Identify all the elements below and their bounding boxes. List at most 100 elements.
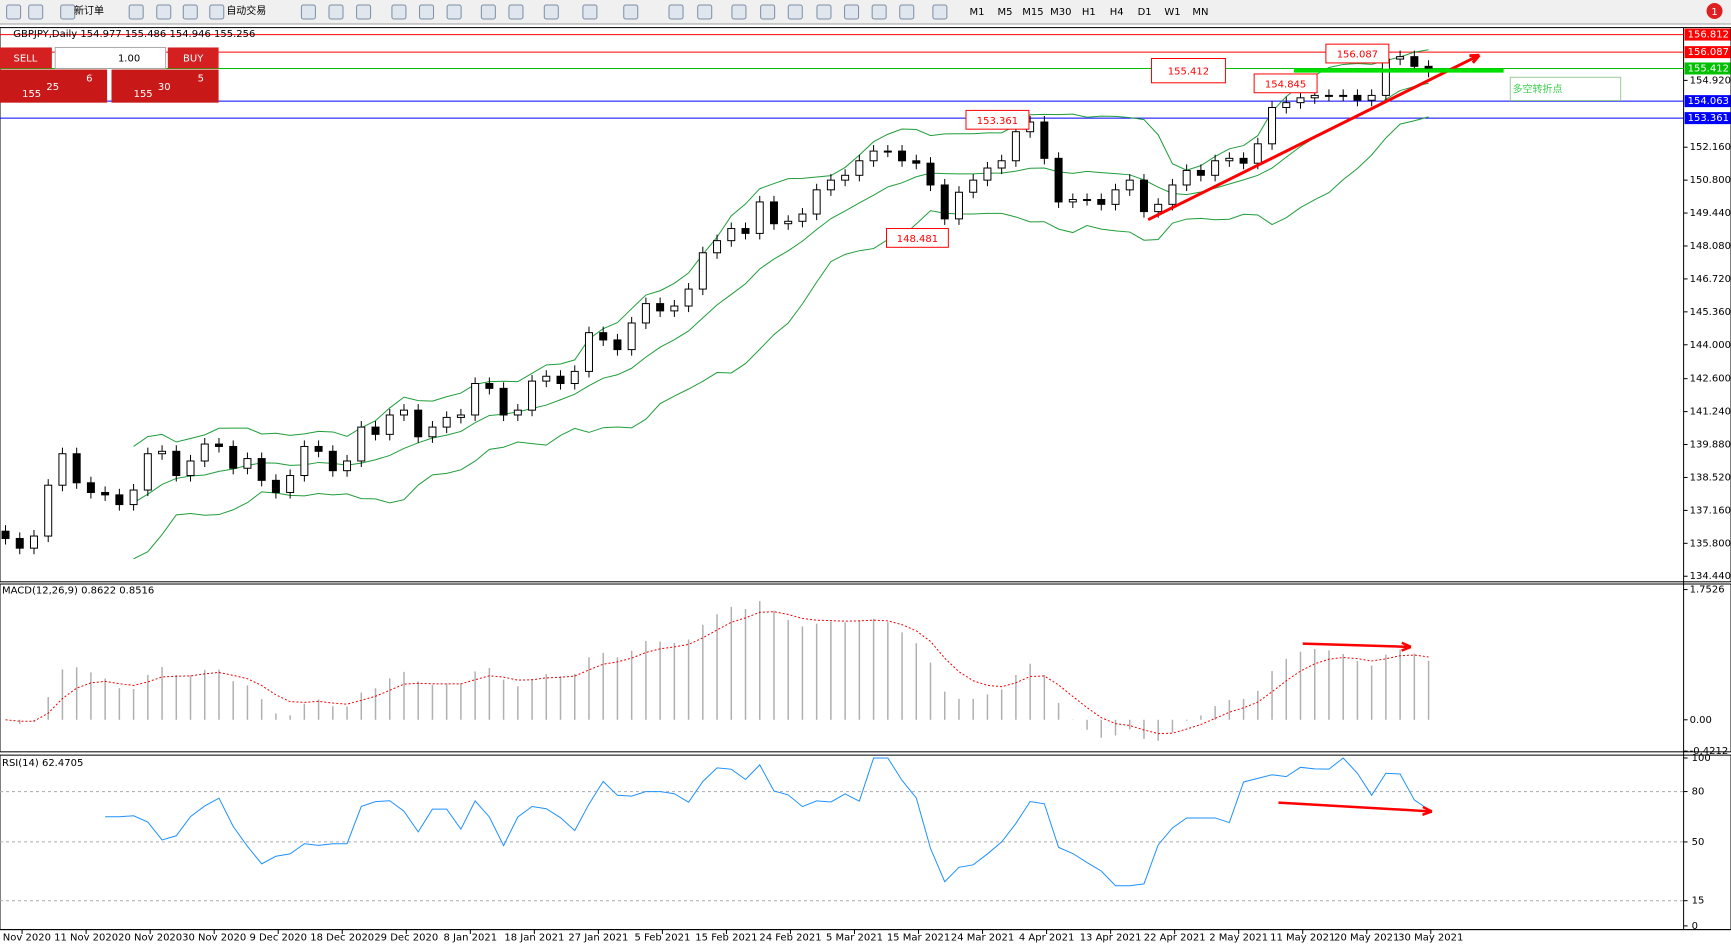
toolbar-button[interactable] bbox=[668, 4, 684, 20]
candle-body bbox=[214, 443, 223, 447]
candle-body bbox=[371, 426, 380, 435]
price-box[interactable] bbox=[0, 69, 108, 103]
buy-label[interactable]: BUY bbox=[183, 54, 204, 65]
candle-body bbox=[1111, 189, 1120, 205]
price-pip: 6 bbox=[86, 73, 92, 84]
price-line-label: 154.063 bbox=[1688, 96, 1729, 107]
timeframe-button[interactable]: M15 bbox=[1022, 7, 1043, 18]
toolbar-button[interactable] bbox=[731, 4, 747, 20]
annotation-label: 154.845 bbox=[1265, 79, 1306, 90]
candle-body bbox=[698, 252, 707, 290]
toolbar-button[interactable] bbox=[623, 4, 639, 20]
candle-body bbox=[15, 537, 24, 549]
price-line-label: 156.087 bbox=[1688, 47, 1729, 58]
sell-button[interactable] bbox=[0, 47, 52, 69]
toolbar-button[interactable] bbox=[787, 4, 803, 20]
x-tick-label: 30 Nov 2020 bbox=[182, 932, 246, 943]
candle-body bbox=[1410, 56, 1419, 67]
toolbar-button[interactable] bbox=[508, 4, 524, 20]
lots-value[interactable]: 1.00 bbox=[118, 54, 140, 65]
toolbar-button[interactable] bbox=[582, 4, 598, 20]
annotation-label: 153.361 bbox=[977, 116, 1018, 127]
toolbar-button[interactable] bbox=[543, 4, 559, 20]
timeframe-button[interactable]: M5 bbox=[997, 7, 1012, 18]
candle-body bbox=[826, 179, 835, 191]
toolbar-button[interactable] bbox=[760, 4, 776, 20]
candle-body bbox=[1196, 169, 1205, 176]
toolbar-button[interactable] bbox=[419, 4, 435, 20]
notification-badge[interactable] bbox=[1706, 3, 1723, 19]
notification-count[interactable]: 1 bbox=[1711, 7, 1717, 18]
annotation-label: 148.481 bbox=[897, 234, 938, 245]
toolbar-button[interactable] bbox=[28, 4, 44, 20]
timeframe-button[interactable]: MN bbox=[1192, 7, 1208, 18]
x-tick-label: 8 Jan 2021 bbox=[444, 932, 498, 943]
candle-body bbox=[1324, 94, 1333, 97]
toolbar-button[interactable] bbox=[182, 4, 198, 20]
candle-body bbox=[229, 445, 238, 469]
candle-body bbox=[1040, 121, 1049, 159]
toolbar-button[interactable] bbox=[480, 4, 496, 20]
annotation-label: 155.412 bbox=[1168, 67, 1209, 78]
price-prefix: 155 bbox=[22, 89, 41, 100]
timeframe-button[interactable]: W1 bbox=[1164, 7, 1180, 18]
timeframe-button[interactable]: D1 bbox=[1138, 7, 1152, 18]
candle-body bbox=[257, 458, 266, 481]
price-line-tag bbox=[1684, 112, 1731, 125]
candle-body bbox=[1296, 97, 1305, 104]
toolbar-button[interactable] bbox=[356, 4, 372, 20]
price-prefix: 155 bbox=[134, 89, 153, 100]
candle-body bbox=[1211, 160, 1220, 176]
toolbar-button[interactable] bbox=[697, 4, 713, 20]
candle-body bbox=[1396, 56, 1405, 60]
x-tick-label: 15 Feb 2021 bbox=[695, 932, 757, 943]
toolbar-button[interactable] bbox=[60, 4, 76, 20]
timeframe-button[interactable]: M30 bbox=[1050, 7, 1071, 18]
new-order-label[interactable]: 新订单 bbox=[74, 4, 104, 17]
annotation-box bbox=[1253, 73, 1318, 94]
x-tick-label: 22 Apr 2021 bbox=[1144, 932, 1206, 943]
toolbar-button[interactable] bbox=[391, 4, 407, 20]
timeframe-button[interactable]: H4 bbox=[1110, 7, 1124, 18]
annotation-label: 156.087 bbox=[1337, 50, 1378, 61]
lots-box[interactable] bbox=[54, 46, 167, 69]
toolbar-button[interactable] bbox=[328, 4, 344, 20]
note-box bbox=[1509, 76, 1622, 101]
candle-body bbox=[1353, 94, 1362, 101]
y-tick-label: 150.800 bbox=[1690, 175, 1731, 186]
candle-body bbox=[442, 416, 451, 428]
price-line-label: 155.412 bbox=[1688, 63, 1729, 74]
toolbar-button[interactable] bbox=[932, 4, 948, 20]
candle-body bbox=[1268, 106, 1277, 145]
x-tick-label: 11 Nov 2020 bbox=[54, 932, 118, 943]
toolbar-button[interactable] bbox=[871, 4, 887, 20]
timeframe-button[interactable]: M1 bbox=[970, 7, 985, 18]
y-tick-label: 141.240 bbox=[1690, 407, 1731, 418]
candle-body bbox=[485, 383, 494, 389]
sell-label[interactable]: SELL bbox=[13, 54, 37, 65]
toolbar-button[interactable] bbox=[446, 4, 462, 20]
toolbar-button[interactable] bbox=[899, 4, 915, 20]
y-tick-label: 0.00 bbox=[1690, 715, 1712, 726]
auto-trading-label[interactable]: 自动交易 bbox=[226, 4, 266, 17]
annotation-box bbox=[965, 109, 1030, 130]
toolbar-button[interactable] bbox=[156, 4, 172, 20]
price-box[interactable] bbox=[111, 69, 219, 103]
candle-body bbox=[841, 174, 850, 181]
candle-body bbox=[357, 426, 366, 462]
toolbar-button[interactable] bbox=[816, 4, 832, 20]
toolbar-button[interactable] bbox=[6, 4, 22, 20]
candle-body bbox=[784, 220, 793, 225]
toolbar-button[interactable] bbox=[209, 4, 225, 20]
buy-button[interactable] bbox=[167, 47, 219, 69]
toolbar-button[interactable] bbox=[300, 4, 316, 20]
x-tick-label: 5 Feb 2021 bbox=[634, 932, 690, 943]
price-line-tag bbox=[1684, 46, 1731, 59]
y-tick-label: 15 bbox=[1692, 896, 1705, 907]
timeframe-button[interactable]: H1 bbox=[1082, 7, 1096, 18]
chart-panel bbox=[0, 27, 1731, 583]
toolbar-button[interactable] bbox=[844, 4, 860, 20]
price-main: 25 bbox=[46, 82, 59, 93]
toolbar-button[interactable] bbox=[128, 4, 144, 20]
